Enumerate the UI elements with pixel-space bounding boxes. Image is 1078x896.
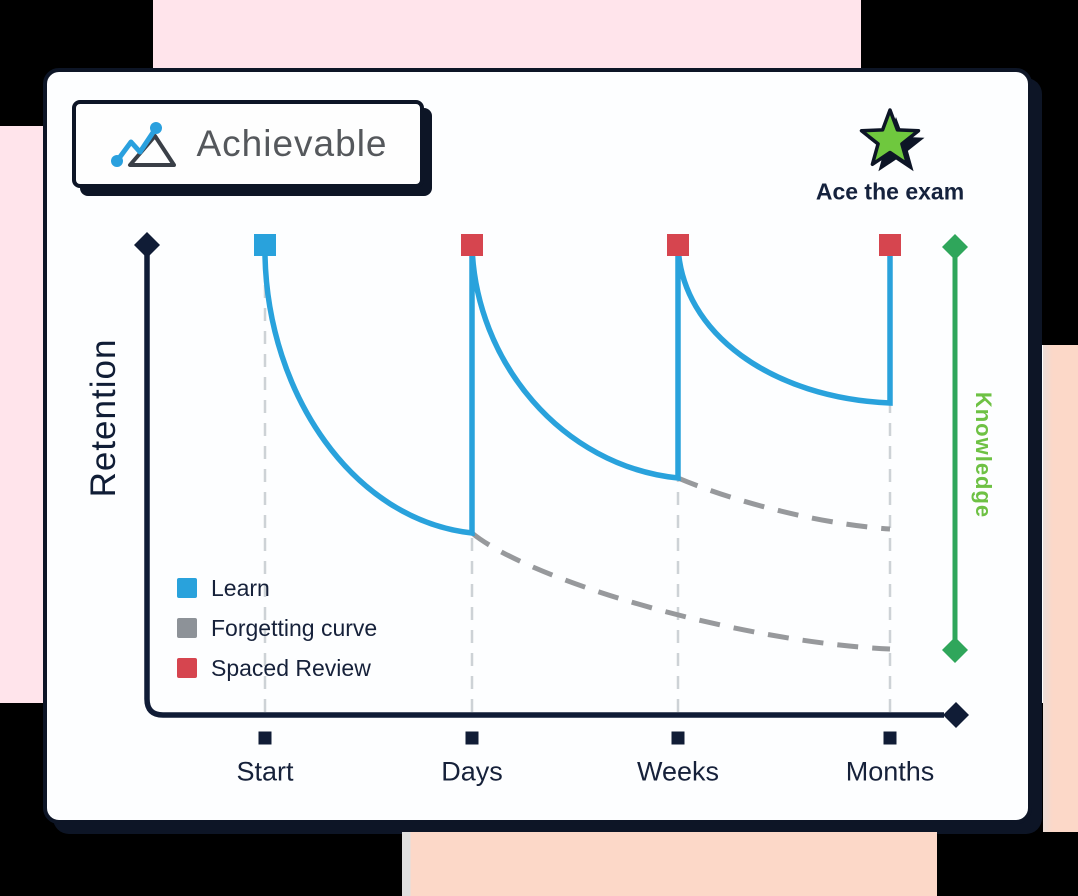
legend-label: Learn — [211, 574, 270, 601]
logo-dot-start — [111, 155, 124, 167]
forgetting-swatch-icon — [177, 618, 197, 638]
logo-trend-line — [114, 125, 159, 164]
forgetting-curves — [470, 475, 891, 652]
legend-item-forgetting-curve: Forgetting curve — [177, 614, 378, 641]
legend-label: Forgetting curve — [211, 614, 378, 641]
axes — [144, 254, 944, 718]
y-axis-arrow-diamond — [134, 232, 160, 258]
bg-pink-left — [0, 126, 43, 703]
legend-item-spaced-review: Spaced Review — [177, 654, 377, 681]
star-icon — [840, 98, 940, 182]
retention-chart — [134, 232, 969, 745]
tick-label-start: Start — [236, 756, 294, 787]
knowledge-bottom-diamond — [942, 637, 968, 663]
knowledge-axis-label: Knowledge — [971, 391, 996, 519]
spaced-review-swatch-icon — [177, 658, 197, 678]
tagline: Ace the exam — [815, 178, 965, 205]
learn-curve — [262, 244, 893, 537]
bg-peach-bottom — [402, 832, 937, 896]
star-shape — [859, 108, 921, 167]
x-axis-arrow-diamond — [943, 702, 969, 728]
x-axis-ticks — [258, 731, 897, 745]
legend-label: Spaced Review — [211, 654, 371, 681]
card: Achievable Ace the exam — [43, 68, 1032, 824]
tick-label-days: Days — [441, 756, 503, 787]
tick-label-weeks: Weeks — [636, 756, 720, 787]
tick-label-months: Months — [845, 756, 935, 787]
learn-marker — [254, 234, 276, 256]
legend: Learn Forgetting curve Spaced Review — [177, 574, 378, 681]
knowledge-top-diamond — [942, 234, 968, 260]
logo-dot-end — [150, 122, 163, 134]
y-axis-label: Retention — [84, 338, 123, 498]
learn-swatch-icon — [177, 578, 197, 598]
logo-text: Achievable — [196, 123, 388, 164]
bg-peach-right — [1043, 345, 1078, 832]
logo-box: Achievable — [72, 100, 424, 188]
knowledge-range — [942, 234, 968, 663]
achievable-logo-icon — [108, 113, 186, 175]
spaced-review-markers — [461, 234, 901, 256]
legend-item-learn: Learn — [177, 574, 377, 601]
